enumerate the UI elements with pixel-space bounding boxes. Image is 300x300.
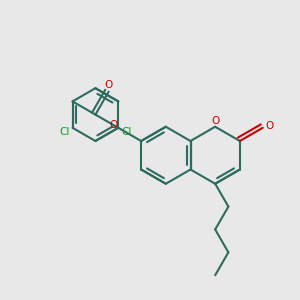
Text: Cl: Cl	[121, 127, 131, 137]
Text: O: O	[211, 116, 219, 126]
Text: O: O	[109, 120, 117, 130]
Text: O: O	[104, 80, 113, 90]
Text: Cl: Cl	[60, 127, 70, 137]
Text: O: O	[265, 121, 274, 131]
